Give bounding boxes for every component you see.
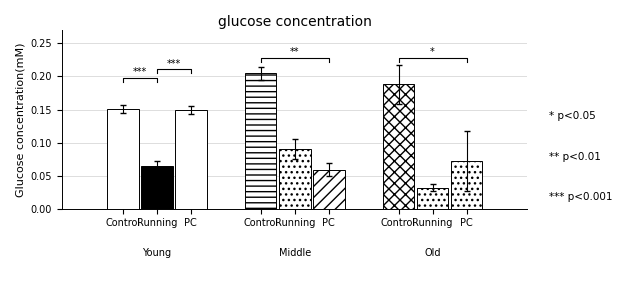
- Text: Old: Old: [424, 248, 441, 258]
- Bar: [279, 149, 311, 209]
- Text: Young: Young: [143, 248, 171, 258]
- Bar: [451, 161, 482, 209]
- Bar: [245, 73, 277, 209]
- Text: * p<0.05: * p<0.05: [549, 111, 596, 121]
- Y-axis label: Glucose concentration(mM): Glucose concentration(mM): [15, 42, 25, 197]
- Bar: [417, 188, 448, 209]
- Text: Middle: Middle: [279, 248, 311, 258]
- Text: *** p<0.001: *** p<0.001: [549, 192, 612, 202]
- Text: ***: ***: [133, 67, 147, 77]
- Bar: [107, 109, 139, 209]
- Text: ** p<0.01: ** p<0.01: [549, 152, 601, 162]
- Bar: [175, 110, 207, 209]
- Text: ***: ***: [167, 59, 181, 68]
- Title: glucose concentration: glucose concentration: [218, 15, 372, 29]
- Text: *: *: [430, 47, 435, 57]
- Text: **: **: [290, 47, 299, 57]
- Bar: [383, 84, 414, 209]
- Bar: [141, 166, 173, 209]
- Bar: [313, 170, 345, 209]
